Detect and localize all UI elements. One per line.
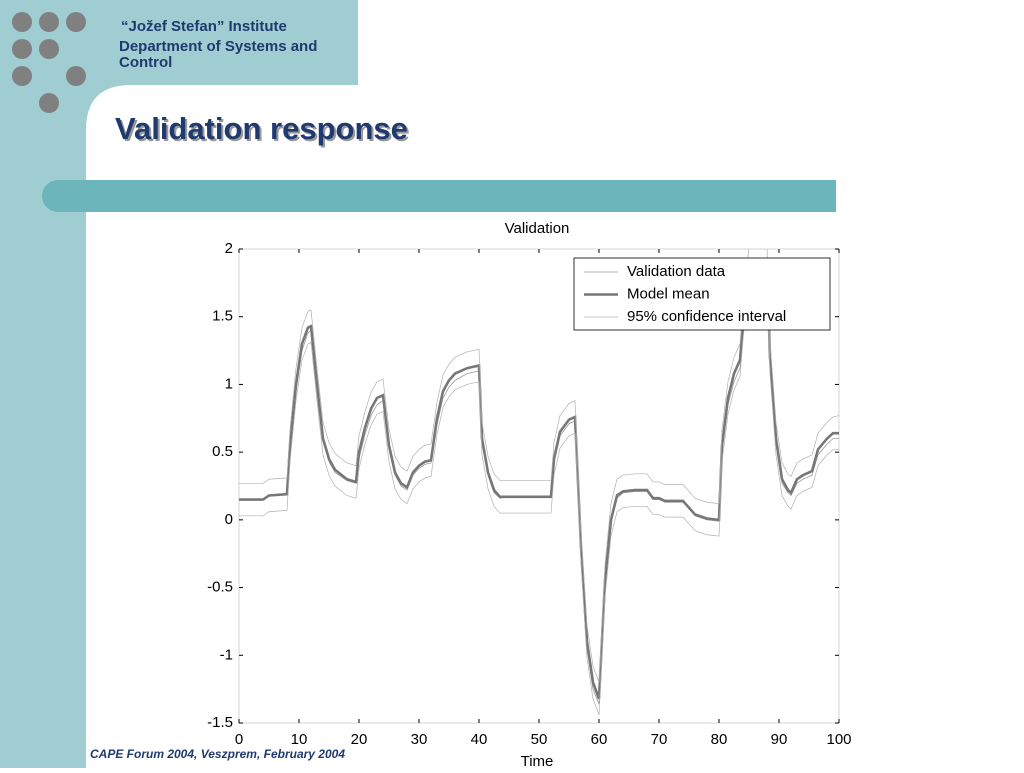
- series-line: [239, 268, 839, 705]
- corner: [86, 85, 358, 768]
- x-tick-label: 30: [411, 731, 428, 748]
- y-tick-label: -0.5: [207, 579, 233, 596]
- slide-title: Validation response: [115, 111, 408, 146]
- y-tick-label: 0: [225, 511, 233, 528]
- footer: CAPE Forum 2004, Veszprem, February 2004: [90, 747, 345, 761]
- y-tick-label: 0.5: [212, 443, 233, 460]
- y-tick-label: 1: [225, 375, 233, 392]
- legend-label: 95% confidence interval: [627, 308, 786, 325]
- x-axis-label: Time: [521, 753, 554, 768]
- x-tick-label: 40: [471, 731, 488, 748]
- department-box: Department of Systems and Control: [119, 39, 318, 71]
- x-tick-label: 20: [351, 731, 368, 748]
- legend-label: Model mean: [627, 285, 710, 302]
- corner-curve: [86, 85, 131, 130]
- x-tick-label: 70: [651, 731, 668, 748]
- x-tick-label: 90: [771, 731, 788, 748]
- slide-title-shadow: Validation response: [117, 113, 410, 148]
- corner-fill: [86, 85, 358, 88]
- dots: [12, 12, 86, 113]
- y-tick-label: 1.5: [212, 308, 233, 325]
- y-tick-label: -1.5: [207, 714, 233, 731]
- top-band: [0, 0, 358, 85]
- y-tick-label: -1: [220, 646, 233, 663]
- x-tick-label: 0: [235, 731, 243, 748]
- side-band: [0, 0, 86, 768]
- y-tick-label: 2: [225, 240, 233, 257]
- department: Department of Systems and Control: [119, 39, 318, 71]
- x-tick-label: 100: [826, 731, 851, 748]
- x-tick-label: 10: [291, 731, 308, 748]
- x-tick-label: 50: [531, 731, 548, 748]
- x-tick-label: 60: [591, 731, 608, 748]
- chart-title: Validation: [505, 220, 570, 237]
- institute: “Jožef Stefan” Institute: [121, 18, 287, 35]
- x-tick-label: 80: [711, 731, 728, 748]
- legend-label: Validation data: [627, 263, 726, 280]
- title-bar-end: [60, 180, 836, 212]
